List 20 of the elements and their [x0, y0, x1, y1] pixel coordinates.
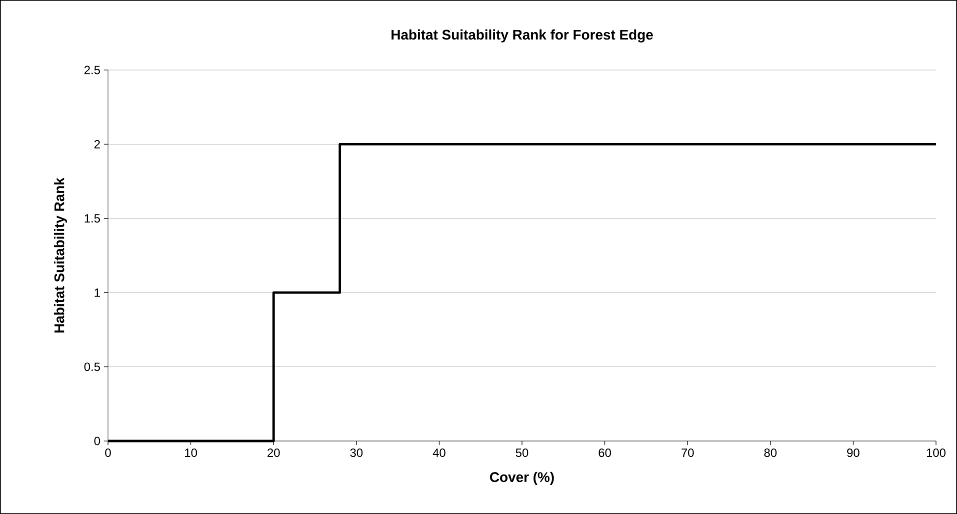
y-tick-label: 0	[94, 436, 100, 446]
x-tick-label: 10	[185, 448, 197, 457]
y-tick-label: 2	[94, 140, 100, 148]
x-tick-label: 80	[764, 448, 777, 457]
y-tick-label: 0.5	[84, 362, 100, 372]
y-tick-label: 1.5	[84, 214, 100, 223]
y-axis-title: Habitat Suitability Rank	[54, 178, 68, 332]
x-tick-label: 90	[847, 448, 860, 457]
x-tick-label: 70	[682, 448, 694, 457]
y-tick-label: 2.5	[84, 66, 100, 74]
x-tick-label: 50	[516, 448, 528, 457]
x-tick-label: 20	[268, 448, 280, 457]
x-tick-label: 0	[105, 448, 111, 457]
x-tick-label: 60	[598, 448, 611, 457]
y-tick-label: 1	[94, 288, 100, 297]
x-tick-label: 30	[350, 448, 363, 457]
x-tick-label: 40	[432, 448, 446, 457]
x-axis-title: Cover (%)	[490, 472, 554, 485]
chart-title: Habitat Suitability Rank for Forest Edge	[392, 29, 653, 42]
x-tick-label: 100	[926, 448, 946, 457]
